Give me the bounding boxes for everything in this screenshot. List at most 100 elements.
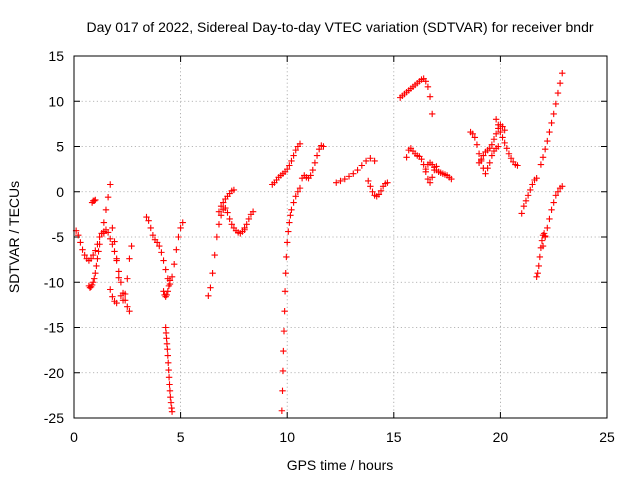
y-axis-label: SDTVAR / TECUs [6, 181, 22, 293]
data-point [245, 215, 253, 223]
data-point [163, 291, 170, 299]
data-point [337, 177, 344, 185]
data-point [163, 335, 170, 342]
data-point [488, 141, 496, 148]
data-point [165, 359, 172, 366]
data-point [158, 249, 165, 256]
data-point [220, 199, 227, 206]
series-arc17 [365, 177, 391, 200]
series-arc12 [241, 208, 257, 233]
data-point [499, 123, 506, 130]
data-point [111, 248, 118, 255]
data-point [104, 229, 112, 236]
grid-layer [74, 56, 607, 418]
data-point [117, 292, 125, 300]
data-point [217, 203, 225, 210]
data-point [209, 270, 216, 277]
data-point [309, 166, 316, 174]
data-point [546, 215, 553, 223]
data-point [281, 288, 289, 295]
data-point [507, 155, 515, 162]
data-point [418, 155, 425, 163]
data-point [307, 172, 314, 179]
data-point [96, 241, 103, 248]
data-point [287, 212, 294, 219]
data-point [167, 399, 175, 406]
data-point [428, 110, 436, 118]
data-point [544, 224, 551, 232]
data-point [215, 208, 223, 215]
series-arc25 [533, 230, 549, 281]
data-point [163, 340, 171, 347]
data-point [384, 179, 391, 186]
data-point [520, 203, 528, 210]
data-point [296, 184, 304, 192]
data-point [278, 407, 286, 414]
data-point [94, 255, 101, 262]
series-arc26 [539, 183, 566, 250]
data-point [539, 242, 547, 250]
data-point [559, 69, 566, 77]
data-point [448, 175, 455, 183]
data-point [548, 119, 555, 127]
data-point [424, 83, 432, 90]
data-point [124, 303, 131, 310]
data-point [292, 146, 299, 154]
data-point [550, 110, 557, 118]
data-point [556, 79, 564, 87]
data-point [552, 192, 560, 199]
data-point [165, 282, 173, 290]
data-point [164, 346, 171, 353]
data-point [281, 308, 288, 315]
data-point [87, 255, 95, 262]
series-arc15 [298, 142, 327, 182]
data-point [290, 199, 297, 206]
data-point [282, 270, 289, 277]
y-tick-label: -15 [44, 320, 64, 336]
data-point [554, 188, 562, 195]
data-point [280, 327, 288, 335]
data-point [478, 155, 485, 163]
series-arc3 [88, 196, 99, 206]
data-point [358, 162, 366, 169]
x-axis-label: GPS time / hours [287, 457, 394, 473]
data-point [162, 266, 169, 273]
data-point [524, 192, 532, 199]
data-point [126, 308, 133, 315]
data-point [333, 179, 340, 186]
data-point [503, 145, 510, 152]
data-point [426, 179, 434, 186]
data-point [501, 127, 508, 134]
data-point [93, 262, 100, 270]
data-point [113, 299, 120, 307]
data-point [538, 237, 546, 244]
data-point [100, 230, 108, 237]
data-point [320, 143, 327, 150]
data-point [535, 262, 542, 270]
data-point [422, 165, 429, 173]
data-point [228, 221, 235, 228]
data-point [527, 186, 534, 194]
y-tick-label: -20 [44, 365, 64, 381]
data-point [107, 286, 114, 293]
data-point [294, 188, 302, 195]
data-point [115, 268, 122, 275]
data-point [475, 159, 483, 166]
data-point [499, 134, 506, 141]
series-arc16 [333, 155, 378, 186]
data-point [166, 277, 174, 284]
data-point [288, 206, 295, 214]
data-point [482, 170, 489, 177]
data-point [533, 174, 540, 182]
data-point [548, 206, 555, 214]
data-point [480, 152, 487, 159]
data-points-layer [72, 69, 566, 415]
data-point [162, 329, 170, 337]
data-point [113, 255, 120, 262]
data-point [89, 251, 97, 259]
data-point [469, 130, 476, 138]
data-point [280, 347, 287, 355]
series-arc23 [492, 116, 521, 169]
data-point [147, 224, 154, 232]
data-point [501, 139, 508, 147]
